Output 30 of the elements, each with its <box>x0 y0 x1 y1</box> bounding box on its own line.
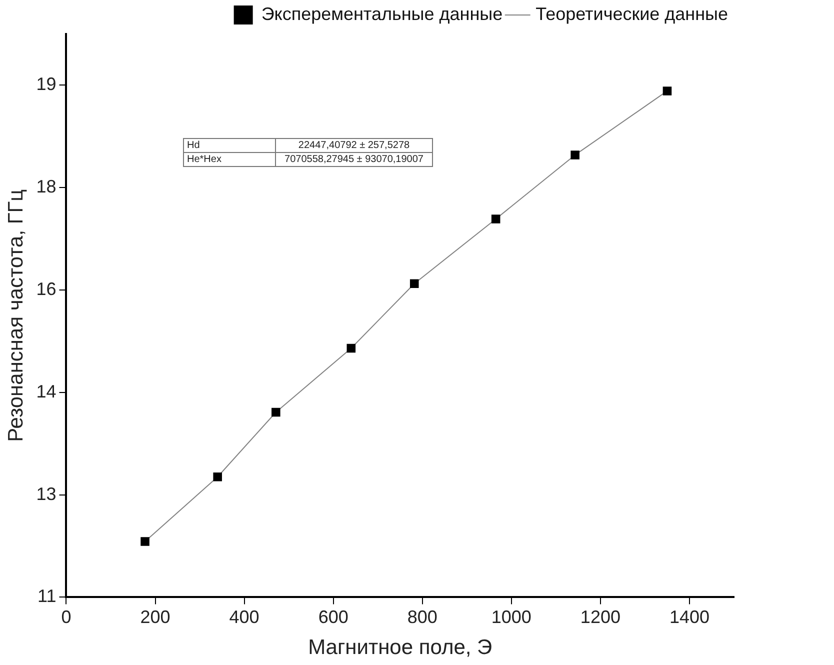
annotation: 7070558,27945 ± 93070,19007 <box>276 152 432 166</box>
annotation: Hd <box>184 138 276 152</box>
point <box>570 150 580 160</box>
annotation: 22447,40792 ± 257,5278 <box>276 138 432 152</box>
y-axis-title: Резонансная частота, ГГц <box>4 189 28 442</box>
x-axis-title: Магнитное поле, Э <box>308 636 492 660</box>
legend-label: Эксперементальные данные <box>261 4 503 24</box>
x-tick-label: 200 <box>140 606 170 627</box>
point <box>140 537 150 546</box>
y-tick-label: 14 <box>36 381 56 402</box>
annotation: He*Hex <box>184 152 276 166</box>
point <box>410 279 419 288</box>
y-tick-label: 18 <box>36 176 56 197</box>
y-tick-label: 13 <box>36 484 56 504</box>
point <box>213 472 222 482</box>
point <box>346 344 356 353</box>
x-tick-label: 800 <box>407 606 438 627</box>
point <box>272 408 280 417</box>
legend-label: Теоретические данные <box>536 4 728 24</box>
y-tick-label: 19 <box>36 74 56 94</box>
x-tick-label: 1400 <box>669 606 710 627</box>
x-tick-label: 400 <box>229 606 260 627</box>
y-tick-label: 11 <box>38 586 56 606</box>
point <box>491 214 500 224</box>
x-tick-label: 1000 <box>491 606 532 627</box>
point <box>662 86 672 96</box>
y-tick-label: 16 <box>36 278 56 299</box>
x-tick-label: 0 <box>61 606 72 627</box>
x-tick-label: 1200 <box>580 606 620 627</box>
x-tick-label: 600 <box>318 606 348 627</box>
